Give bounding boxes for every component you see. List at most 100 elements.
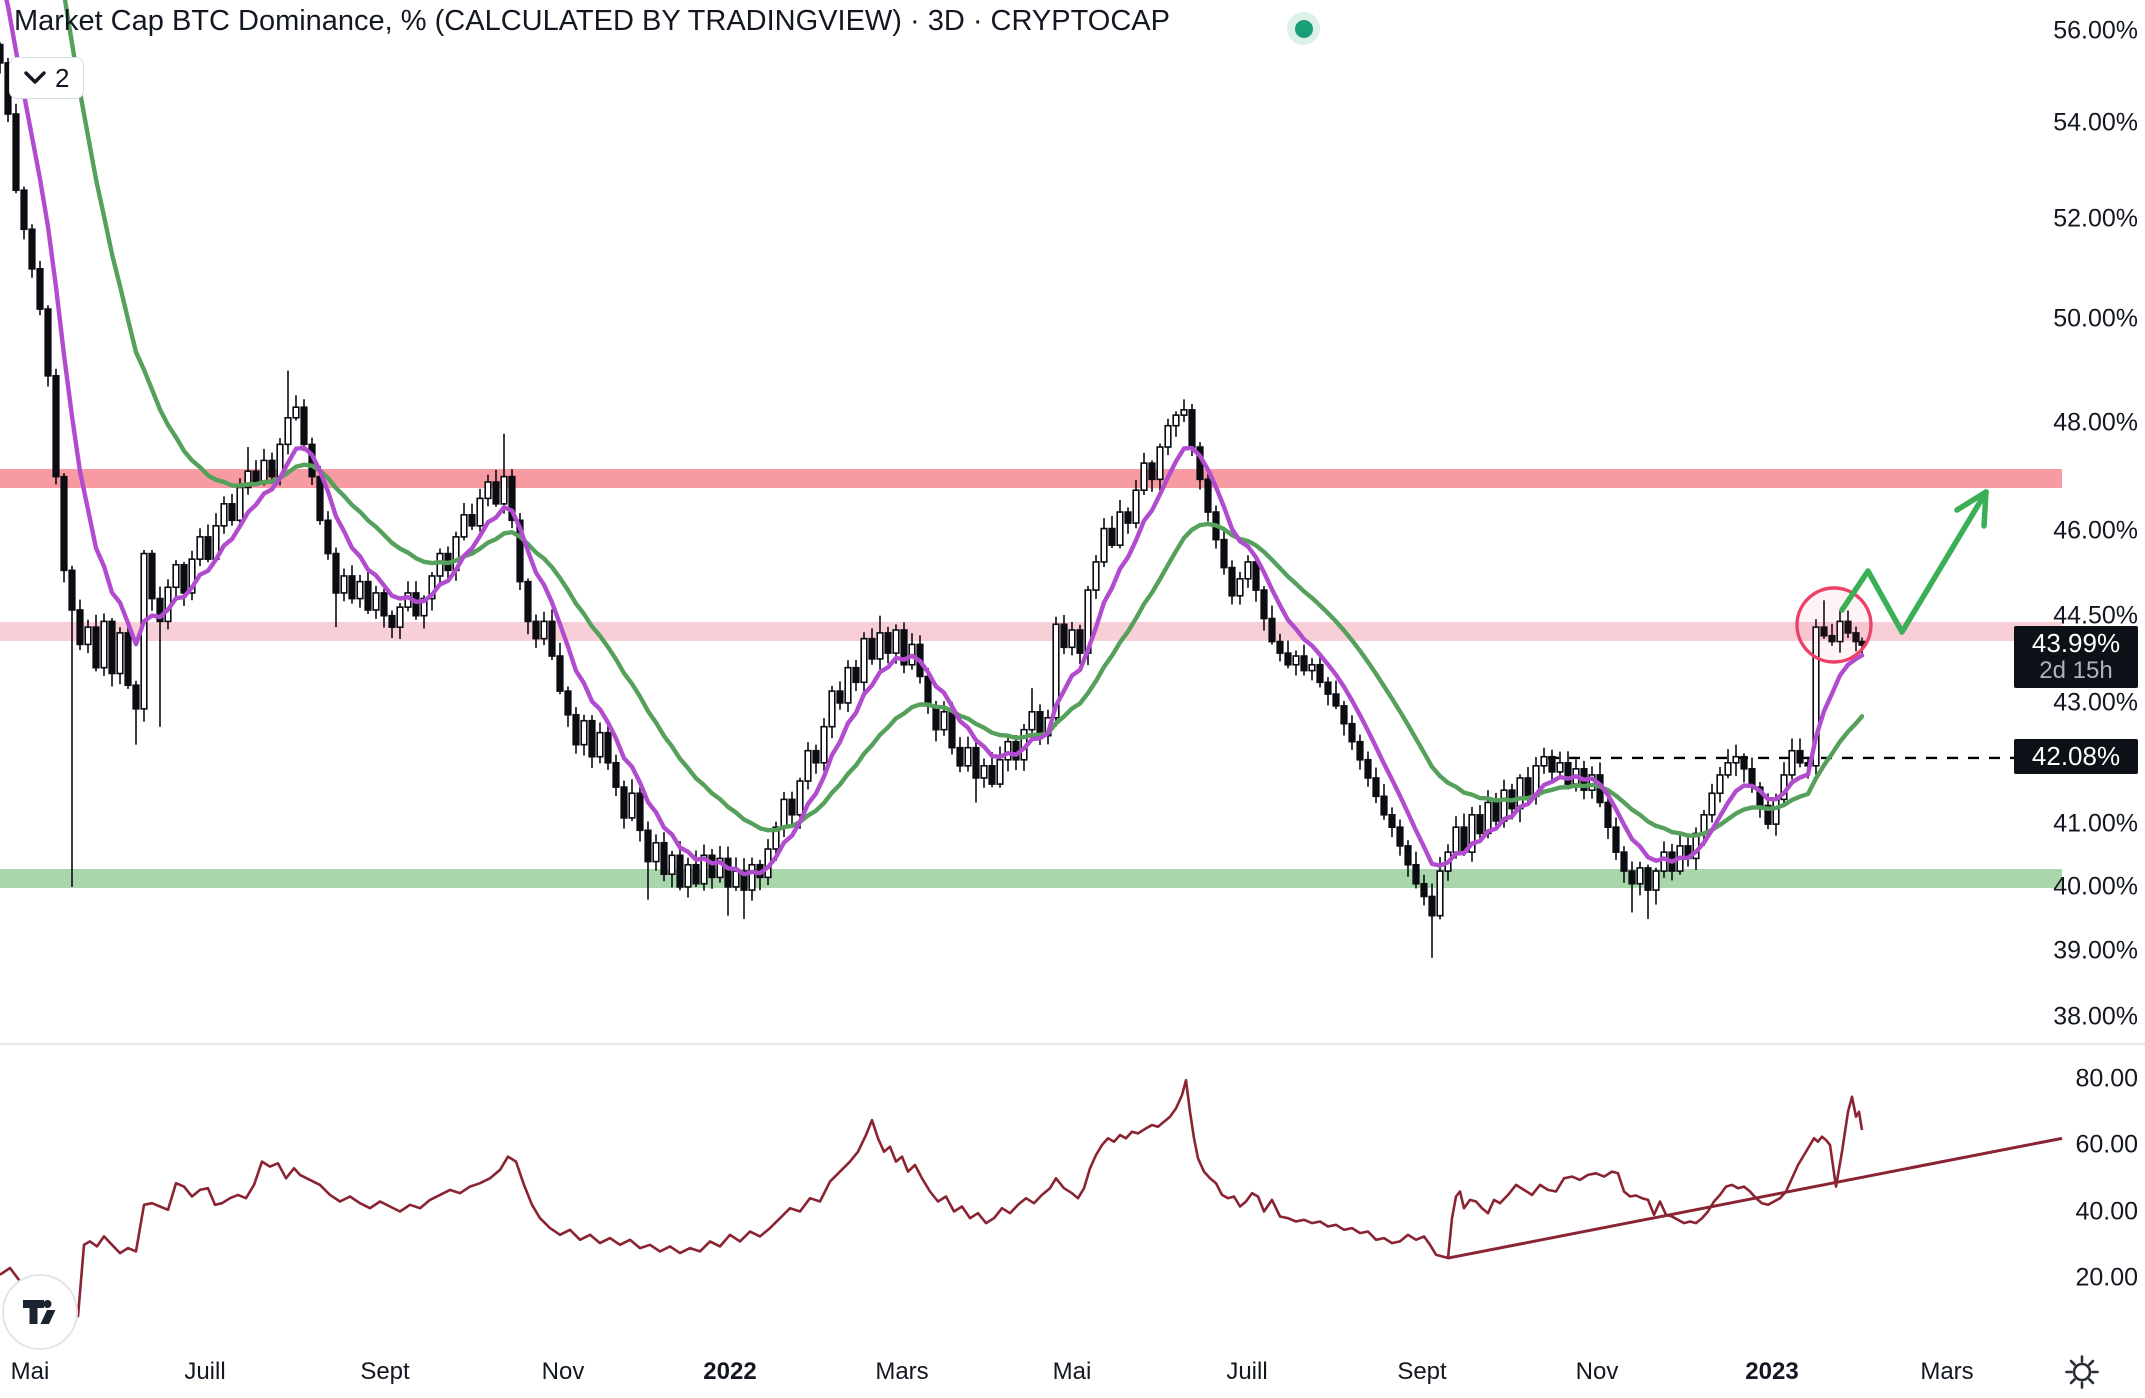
candle-body [1740,755,1748,770]
candle-body [1764,804,1772,825]
candle-body [1164,424,1172,448]
price-axis[interactable]: 56.00% 54.00% 52.00% 50.00% 48.00% 46.00% 44.5… [2035,0,2145,1043]
candle-body [1604,801,1612,828]
candle-body [1148,462,1156,481]
candle-body [1252,561,1260,591]
candle-body [1556,761,1564,773]
candle-body [980,765,988,779]
candle-body [148,552,156,600]
indicator-axis[interactable]: 80.00 60.00 40.00 20.00 [2035,1045,2145,1342]
candle-body [660,841,668,876]
trendline-drawing[interactable] [1447,1136,2063,1260]
candle-body [1476,813,1484,835]
candle-body [356,580,364,600]
candle-body [1348,722,1356,743]
indicator-axis-label: 20.00 [2075,1263,2138,1292]
candle-body [1732,755,1740,764]
candle-body [1316,663,1324,684]
market-status-icon[interactable] [1287,12,1320,45]
candle-body [460,514,468,538]
gear-ray [2088,1378,2095,1385]
candle-body [612,761,620,788]
candle-body [428,575,436,600]
candle-body [956,746,964,767]
candle-body [732,870,740,888]
candle-body [748,863,756,891]
zone-support [0,869,2062,888]
candle-body [436,552,444,577]
candle-body [804,749,812,782]
candle-body [1156,446,1164,481]
candle-body [900,629,908,666]
candle-body [1428,895,1436,917]
candle-body [1388,813,1396,828]
candle-body [636,792,644,832]
candle-body [676,854,684,888]
candle-body [100,620,108,669]
candle-body [0,43,4,64]
time-axis-label: Mars [1920,1358,1974,1385]
candle-body [1708,792,1716,816]
candle-body [372,592,380,611]
candle-body [204,536,212,560]
time-axis[interactable]: Mai Juill Sept Nov 2022 Mars Mai Juill Sept Nov 20… [0,1342,2145,1398]
candle-body [580,719,588,746]
indicator-count-label: 2 [55,62,70,93]
price-axis-label: 46.00% [2053,516,2138,545]
candle-body [388,614,396,628]
timezone-settings-button[interactable] [2062,1352,2102,1392]
time-axis-label: Mars [875,1358,929,1385]
candle-body [1396,826,1404,847]
candle-body [1116,511,1124,547]
candle-body [1356,740,1364,761]
moving-averages-layer [4,0,1865,877]
candle-body [1140,462,1148,491]
candle-body [1292,655,1300,666]
tradingview-logo-icon [23,1300,56,1324]
candle-body [1060,623,1068,649]
candle-body [620,786,628,819]
symbol-title[interactable]: Market Cap BTC Dominance, % (CALCULATED … [14,5,1170,37]
price-axis-label: 43.00% [2053,688,2138,717]
candle-body [1524,777,1532,798]
candle-body [852,666,860,684]
last-price-badge[interactable]: 43.99% 2d 15h [2014,626,2138,688]
candle-body [1092,561,1100,591]
annotations-layer[interactable] [1795,489,1989,664]
oscillator-trendline [1447,1136,2063,1260]
candle-body [340,575,348,594]
candle-body [604,731,612,764]
candle-body [316,475,324,522]
candle-body [220,503,228,527]
time-axis-label: 2023 [1745,1358,1799,1385]
pane-divider[interactable] [0,1043,2145,1045]
candle-body [1612,826,1620,853]
candle-body [988,765,996,785]
oscillator-line [0,1078,1864,1320]
candle-body [1004,740,1012,761]
candle-body [1284,652,1292,666]
gear-ray [2088,1359,2095,1366]
candle-body [60,475,68,572]
candle-body [932,705,940,731]
zones-layer[interactable] [0,469,2062,888]
candle-body [860,637,868,684]
level-price-badge[interactable]: 42.08% [2014,739,2138,774]
price-axis-label: 39.00% [2053,936,2138,965]
candle-body [652,841,660,863]
candle-body [868,637,876,660]
candle-body [1268,617,1276,643]
candle-body [260,459,268,483]
indicators-collapse-button[interactable]: 2 [9,57,85,99]
candle-body [1548,755,1556,773]
candle-body [1220,538,1228,569]
candle-body [292,406,300,419]
time-axis-label: Sept [1397,1358,1447,1385]
price-axis-label: 41.00% [2053,809,2138,838]
candle-body [1332,693,1340,707]
candle-body [1412,863,1420,885]
candle-body [36,268,44,310]
tradingview-logo[interactable] [2,1274,78,1350]
candle-body [1564,761,1572,785]
